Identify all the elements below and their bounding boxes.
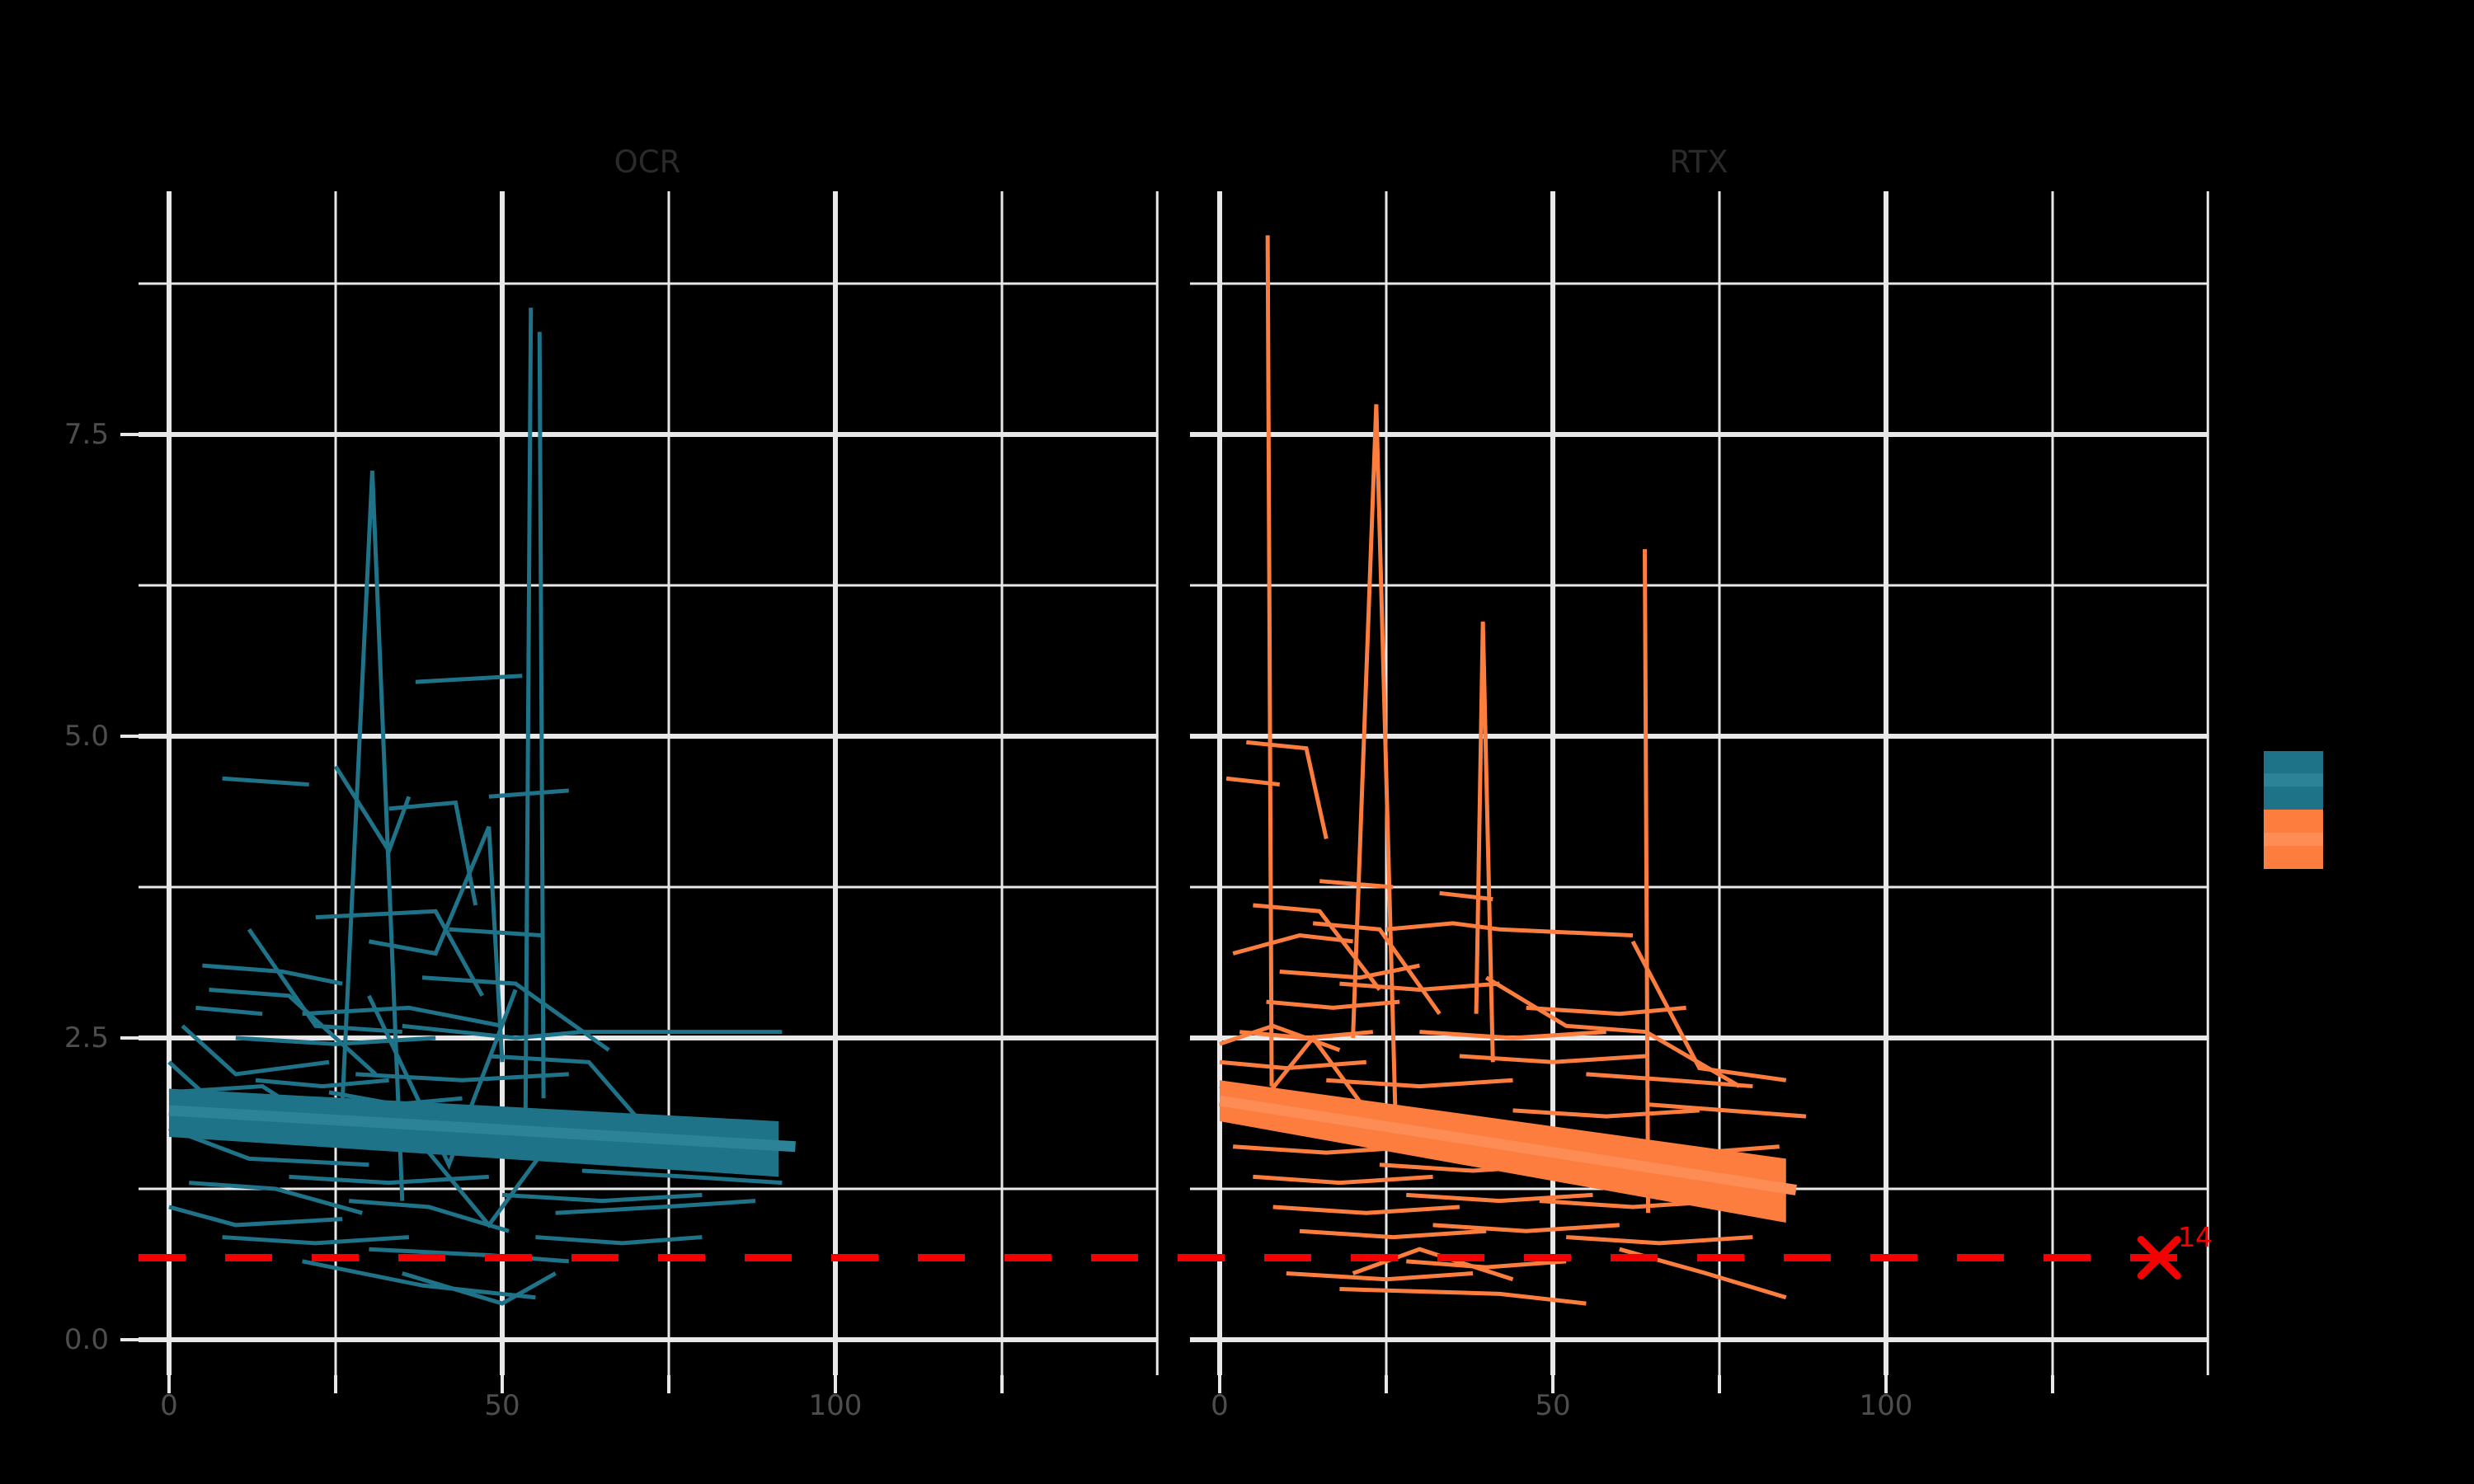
trajectory-line [1286,1270,1474,1282]
trajectory-line [421,975,610,1052]
trajectory-line [407,1127,557,1228]
trajectory-line [537,331,546,1099]
x-tick-label: 50 [484,1389,520,1422]
trajectory-line [368,825,505,1063]
trajectory-line [1512,1108,1700,1119]
x-tick-label: 0 [1211,1389,1229,1422]
trajectory-line [168,1205,343,1228]
trajectory-line [247,928,402,1035]
facet-label-ocr: OCR [614,144,681,180]
facet-panel-ocr [167,308,796,1306]
trend-line [1219,1095,1797,1195]
trajectory-line [315,909,484,997]
trajectory-line [1630,940,1787,1082]
x-tick-label: 50 [1535,1389,1570,1422]
trajectory-line [388,800,478,906]
trajectory-line [1319,879,1394,890]
trajectory-line [1406,1192,1593,1204]
trajectory-line [255,1078,389,1089]
trajectory-line [1643,549,1651,1214]
trajectory-line [555,1199,756,1215]
trajectory-line [333,765,412,856]
legend-swatch-ocr-stripe [2264,773,2323,787]
trajectory-line [348,1199,510,1233]
trajectory-line [449,927,543,938]
trajectory-line [402,1271,557,1306]
trajectory-line [340,470,405,1201]
trajectory-line [222,1235,410,1246]
trajectory-line [523,308,534,1111]
trajectory-line [302,1005,503,1028]
x-marker [2137,1235,2181,1280]
trajectory-line [1339,981,1500,992]
trajectory-line [1432,1223,1620,1233]
trajectory-line [1339,1287,1587,1306]
trajectory-line [1565,1235,1753,1246]
trajectory-line [1253,1174,1433,1186]
trajectory-line [1419,1030,1606,1040]
y-tick-label: 2.5 [64,1021,109,1054]
trajectory-line [1484,975,1741,1088]
trend-ribbon [1220,1080,1786,1223]
trajectory-line [209,987,378,1076]
trajectory-line [222,776,309,787]
trajectory-line [581,1168,783,1186]
trend-line [168,1105,796,1153]
y-tick-label: 5.0 [64,720,109,753]
trajectory-line [1351,404,1399,1147]
trajectory-line [1253,903,1381,991]
trajectory-line [1266,999,1400,1010]
trajectory-line [1459,1054,1647,1064]
trajectory-line [1279,963,1420,980]
trajectory-line [1299,1228,1487,1240]
trajectory-line [402,1023,783,1040]
trajectory-line [1272,1205,1460,1215]
trajectory-line [1258,1034,1368,1112]
trajectory-line [1406,1259,1567,1270]
x-tick-label: 0 [160,1389,178,1422]
x-tick-label: 100 [809,1389,863,1422]
trajectory-line [189,1181,363,1215]
trajectory-line [1246,740,1329,839]
trajectory-line [1439,890,1493,902]
trajectory-line [501,1192,703,1204]
trajectory-line [1526,1005,1686,1017]
trajectory-line [1326,1078,1513,1089]
marker-count-label: 14 [2178,1221,2213,1253]
trajectory-line [488,788,569,799]
trajectory-line [1352,1247,1514,1282]
trajectory-line [1265,235,1274,1087]
trajectory-line [289,1174,489,1186]
trajectory-line [367,989,518,1171]
trajectory-line [535,1235,703,1246]
facet-label-rtx: RTX [1670,144,1729,180]
trajectory-line [355,1072,569,1082]
y-tick-label: 7.5 [64,418,109,451]
trajectory-line [1586,1072,1753,1089]
y-tick-label: 0.0 [64,1323,109,1356]
trajectory-line [415,674,523,684]
trajectory-line [195,1005,263,1017]
legend-swatch-rtx-stripe [2264,833,2323,846]
facet-panel-rtx [1219,235,1807,1306]
chart-graphics [120,191,2323,1393]
trajectory-line [1474,621,1495,1063]
trajectory-line [235,1036,436,1046]
trajectory-line [302,1259,536,1300]
trajectory-line [1312,921,1442,1016]
trajectory-line [1232,933,1353,956]
x-tick-label: 100 [1860,1389,1913,1422]
trajectory-line [181,1024,330,1077]
trajectory-line [202,963,343,986]
trajectory-line [1385,921,1634,938]
trajectory-line [1645,1102,1807,1119]
